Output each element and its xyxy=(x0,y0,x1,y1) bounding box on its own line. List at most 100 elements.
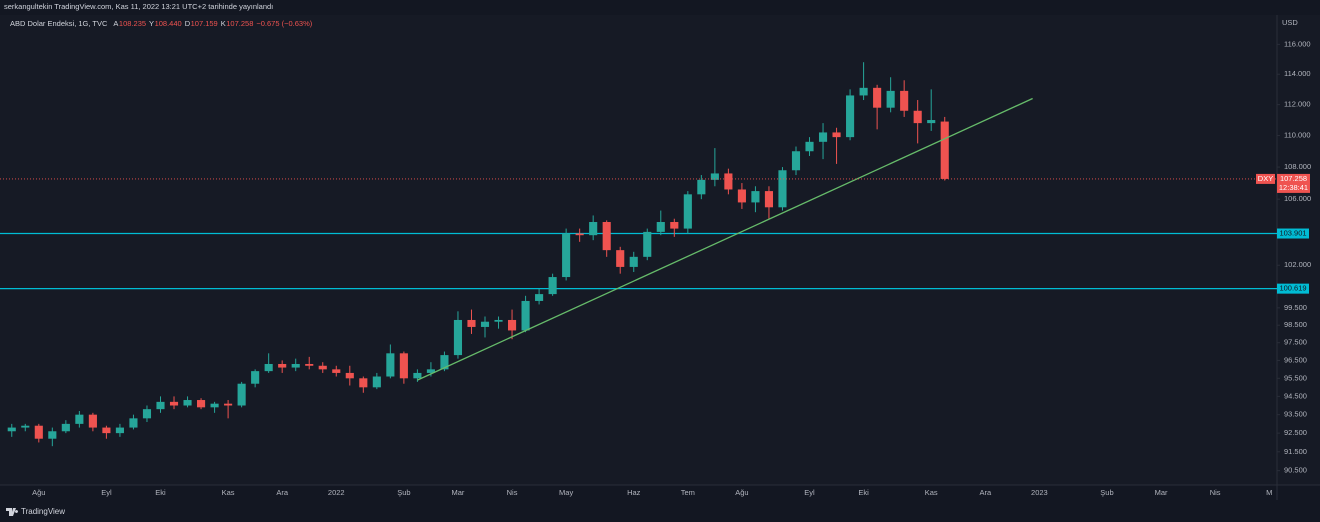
candle-body xyxy=(169,401,179,406)
legend-key: Y xyxy=(149,19,154,28)
x-tick-label: Ağu xyxy=(735,488,748,497)
candle-body xyxy=(34,425,43,439)
y-tick-label: 90.500 xyxy=(1284,466,1307,475)
y-axis-label: USD xyxy=(1282,18,1298,27)
price-axis xyxy=(1277,15,1320,485)
candle-body xyxy=(264,363,273,372)
candle-body xyxy=(278,363,287,368)
candles xyxy=(7,62,949,447)
x-tick-label: 2022 xyxy=(328,488,345,497)
y-tick-label: 114.000 xyxy=(1284,69,1311,78)
candle-body xyxy=(386,353,395,377)
candle-body xyxy=(480,321,490,327)
x-tick-label: May xyxy=(559,488,573,497)
legend-value: 108.440 xyxy=(155,19,182,28)
y-tick-label: 96.500 xyxy=(1284,355,1307,364)
candle-body xyxy=(467,319,476,327)
candle-body xyxy=(129,418,138,428)
candle-body xyxy=(345,372,354,379)
candle-body xyxy=(88,414,97,428)
legend-key: A xyxy=(113,19,118,28)
legend-value: 107.159 xyxy=(191,19,218,28)
candle-body xyxy=(751,191,760,203)
y-tick-label: 106.000 xyxy=(1284,194,1311,203)
y-tick-label: 94.500 xyxy=(1284,391,1307,400)
candle-body xyxy=(616,250,625,267)
x-tick-label: 2023 xyxy=(1031,488,1048,497)
candle-body xyxy=(494,319,503,322)
candle-body xyxy=(332,369,341,373)
y-tick-label: 93.500 xyxy=(1284,410,1307,419)
candle-body xyxy=(791,151,801,171)
candle-body xyxy=(602,222,611,251)
trendline xyxy=(417,97,1033,381)
plot-area xyxy=(0,15,1277,485)
level-tag xyxy=(1277,228,1309,239)
candle-body xyxy=(507,319,517,331)
candle-body xyxy=(805,141,814,152)
candle-body xyxy=(102,427,111,434)
candle-body xyxy=(562,233,571,278)
y-tick-label: 92.500 xyxy=(1284,428,1307,437)
candle-body xyxy=(372,376,381,388)
candle-body xyxy=(940,121,949,179)
level-label: 100.619 xyxy=(1279,284,1306,293)
x-tick-label: M xyxy=(1266,488,1272,497)
candle-body xyxy=(251,371,260,384)
candle-body xyxy=(440,355,449,370)
candle-body xyxy=(846,95,855,138)
candle-body xyxy=(737,189,746,203)
candle-body xyxy=(210,403,219,408)
x-tick-label: Eki xyxy=(155,488,166,497)
candle-body xyxy=(75,414,84,424)
candle-body xyxy=(818,132,828,142)
y-tick-label: 112.000 xyxy=(1284,100,1311,109)
candle-body xyxy=(197,400,206,408)
candle-body xyxy=(305,363,314,366)
legend-key: D xyxy=(185,19,191,28)
candle-body xyxy=(697,179,706,195)
x-tick-label: Haz xyxy=(627,488,641,497)
candle-body xyxy=(453,319,463,356)
symbol-tag xyxy=(1256,173,1275,184)
x-tick-label: Mar xyxy=(452,488,465,497)
candle-body xyxy=(115,427,124,434)
legend-key: K xyxy=(221,19,226,28)
x-tick-label: Eyl xyxy=(804,488,815,497)
footer: TradingView xyxy=(6,507,65,516)
candle-body xyxy=(629,256,638,267)
candle-body xyxy=(413,372,422,379)
candle-body xyxy=(575,233,584,236)
published-note: serkangultekin TradingView.com, Kas 11, … xyxy=(4,2,273,11)
x-tick-label: Nis xyxy=(507,488,518,497)
x-tick-label: Nis xyxy=(1210,488,1221,497)
y-tick-label: 95.500 xyxy=(1284,373,1307,382)
candle-body xyxy=(237,383,246,406)
legend-value: 108.235 xyxy=(119,19,146,28)
countdown-label: 12:38:41 xyxy=(1279,183,1308,192)
candle-body xyxy=(548,277,557,295)
x-tick-label: Ağu xyxy=(32,488,45,497)
candle-body xyxy=(535,294,544,301)
y-tick-label: 97.500 xyxy=(1284,338,1307,347)
brand-logo xyxy=(6,508,19,516)
candle-body xyxy=(359,378,368,388)
candle-body xyxy=(21,425,30,428)
candle-body xyxy=(900,90,909,111)
y-tick-label: 108.000 xyxy=(1284,162,1311,171)
level-tag xyxy=(1277,283,1309,294)
candle-body xyxy=(656,222,665,232)
x-tick-label: Tem xyxy=(681,488,695,497)
legend-change: −0.675 (−0.63%) xyxy=(256,19,312,28)
y-tick-label: 116.000 xyxy=(1284,39,1311,48)
candle-body xyxy=(670,222,679,229)
candle-body xyxy=(399,353,408,379)
candle-body xyxy=(61,423,70,432)
candle-body xyxy=(927,120,936,124)
brand-name: TradingView xyxy=(21,507,65,516)
candle-body xyxy=(156,401,165,410)
candle-body xyxy=(426,369,435,373)
x-tick-label: Şub xyxy=(397,488,410,497)
